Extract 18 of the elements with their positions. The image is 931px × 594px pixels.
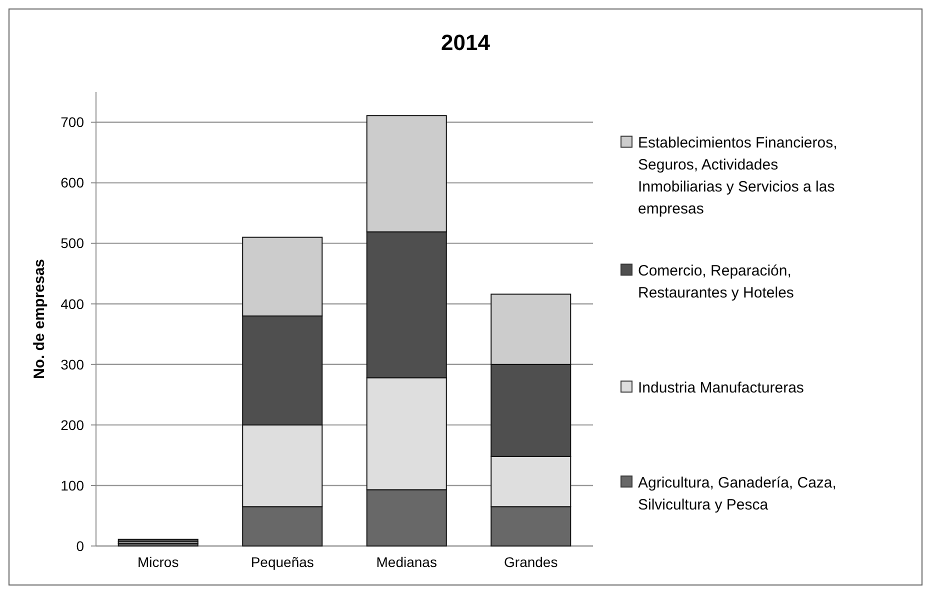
- legend-label: Agricultura, Ganadería, Caza, Silvicultura y Pesca: [638, 474, 836, 514]
- y-tick-label: 700: [60, 114, 84, 130]
- x-tick-label: Medianas: [376, 554, 437, 570]
- y-tick-label: 200: [60, 416, 84, 433]
- x-tick-label: Pequeñas: [250, 554, 314, 570]
- y-tick-label: 0: [76, 538, 84, 554]
- y-axis-title: No. de empresas: [31, 258, 48, 380]
- y-tick-label: 400: [60, 296, 84, 312]
- legend-label: Industria Manufactureras: [638, 379, 804, 396]
- y-tick-label: 600: [60, 174, 84, 191]
- legend-label: Comercio, Reparación, Restaurantes y Hoteles: [638, 262, 794, 302]
- x-tick-label: Grandes: [504, 554, 558, 570]
- y-tick-label: 500: [60, 235, 84, 252]
- y-tick-label: 100: [60, 477, 84, 494]
- x-tick-label: Micros: [138, 554, 179, 570]
- chart-title: 2014: [441, 30, 491, 55]
- y-tick-label: 300: [60, 356, 84, 372]
- legend-label: Establecimientos Financieros, Seguros, Actividades Inmobiliarias y Servicios a las empresas: [638, 134, 838, 218]
